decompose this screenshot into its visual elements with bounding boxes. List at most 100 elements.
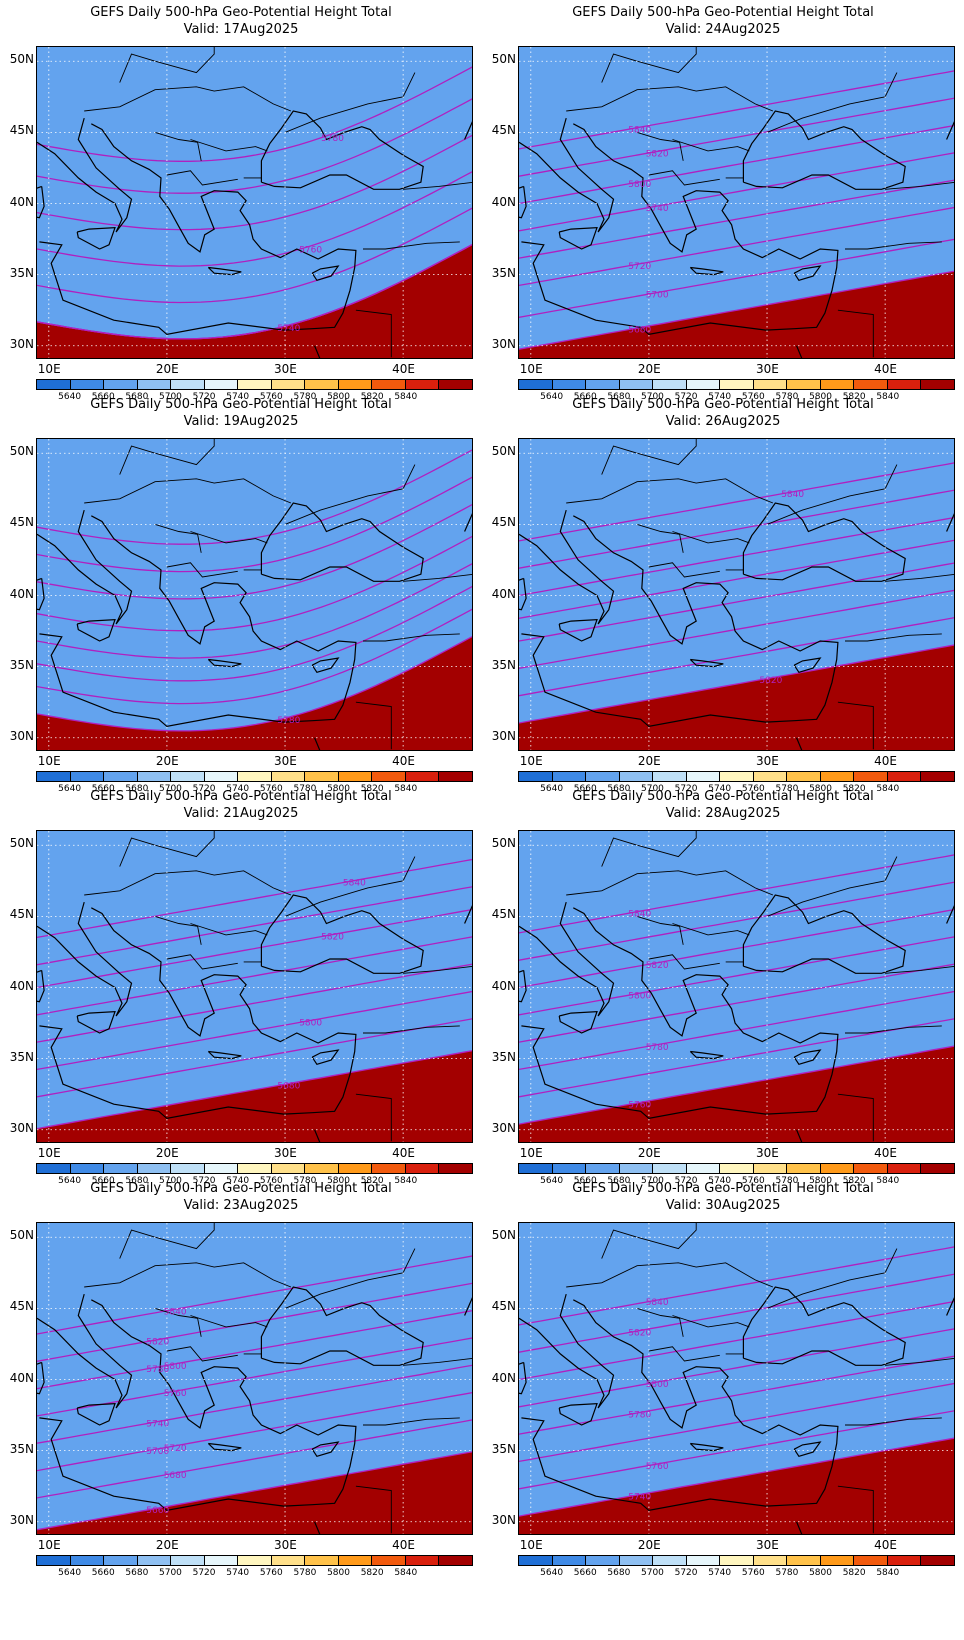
height-map: 5820 5840 — [518, 438, 955, 751]
country-border — [845, 633, 942, 642]
coastline — [558, 619, 598, 642]
coastline — [311, 265, 340, 282]
contour-labels: 5680 5800 5820 5840 — [277, 879, 366, 1092]
contour-line — [37, 1018, 472, 1098]
colorbar-label: 5840 — [394, 392, 418, 402]
panel-title: GEFS Daily 500-hPa Geo-Potential Height … — [572, 5, 874, 20]
contour-label: 5720 — [164, 1444, 187, 1454]
contour-line — [519, 589, 954, 669]
country-border — [672, 1315, 750, 1328]
lon-tick-label: 10E — [37, 1146, 61, 1160]
coastlines — [37, 439, 472, 750]
colorbar-label: 5760 — [741, 1176, 765, 1186]
contour-label: 5820 — [759, 676, 782, 686]
lat-tick-label: 50N — [9, 1228, 34, 1243]
lat-tick-label: 40N — [491, 1370, 516, 1385]
colorbar-swatch — [519, 772, 553, 781]
coastline — [76, 619, 116, 642]
coastline — [39, 123, 357, 336]
colorbar-label: 5720 — [192, 1176, 216, 1186]
coastline — [946, 1297, 954, 1316]
lon-tick-label: 30E — [756, 754, 779, 768]
lat-tick-label: 30N — [491, 728, 516, 743]
contour-line — [519, 1410, 954, 1490]
contour-line — [519, 1018, 954, 1098]
coastline — [314, 345, 321, 358]
colorbar-swatch — [686, 1556, 721, 1565]
coastline — [521, 515, 839, 728]
map-panel: GEFS Daily 500-hPa Geo-Potential Height … — [482, 1176, 964, 1586]
height-band — [37, 47, 472, 339]
colorbar-label: 5720 — [674, 392, 698, 402]
country-border — [636, 915, 684, 945]
lat-tick-label: 35N — [491, 265, 516, 280]
lat-tick-label: 35N — [491, 657, 516, 672]
colorbar-swatch — [37, 1164, 71, 1173]
lat-tick-label: 30N — [9, 1512, 34, 1527]
colorbar-swatch — [439, 380, 472, 389]
contour-line — [37, 635, 472, 732]
country-border — [601, 831, 697, 867]
colorbar-swatch — [338, 1556, 373, 1565]
lon-tick-label: 40E — [874, 754, 897, 768]
coastline — [689, 1442, 724, 1452]
contour-line — [37, 1364, 472, 1444]
colorbar-swatch — [104, 772, 138, 781]
coastline — [558, 227, 598, 250]
colorbar-swatch — [586, 380, 620, 389]
coastline — [207, 1442, 242, 1452]
coastline — [689, 658, 724, 668]
country-border — [837, 701, 874, 750]
colorbar-swatch — [686, 772, 721, 781]
coastline — [76, 1403, 116, 1426]
lat-tick-label: 50N — [491, 836, 516, 851]
coastline — [558, 1403, 598, 1426]
contour-label: 5840 — [781, 490, 804, 500]
coastlines — [519, 47, 954, 358]
lon-tick-label: 20E — [155, 1538, 179, 1552]
contour-line — [519, 617, 954, 697]
colorbar-swatch — [887, 1556, 922, 1565]
colorbar-swatch — [753, 1164, 788, 1173]
colorbar-label: 5680 — [607, 1568, 631, 1578]
lon-tick-label: 30E — [756, 362, 779, 376]
colorbar-label: 5820 — [360, 784, 384, 794]
contour-lines — [519, 462, 954, 724]
lon-tick-label: 20E — [155, 362, 179, 376]
country-border — [766, 72, 898, 133]
colorbar-label: 5840 — [394, 1568, 418, 1578]
contour-line — [37, 503, 472, 600]
country-border — [355, 1485, 392, 1534]
height-bands — [37, 831, 472, 1129]
colorbar-label: 5680 — [125, 392, 149, 402]
contour-line — [519, 270, 954, 350]
colorbar-swatch — [619, 1164, 654, 1173]
lat-tick-label: 40N — [491, 194, 516, 209]
country-border — [672, 139, 750, 152]
contour-label: 5840 — [628, 909, 651, 919]
colorbar-swatch — [238, 772, 272, 781]
contour-label: 5820 — [646, 961, 669, 971]
colorbar-swatch — [720, 380, 754, 389]
height-band — [519, 831, 954, 1125]
coastline — [519, 117, 615, 233]
contour-label: 5800 — [646, 1380, 669, 1390]
lon-tick-label: 10E — [37, 362, 61, 376]
height-map-svg: 5820 5840 — [519, 439, 954, 750]
country-border — [636, 131, 684, 161]
coastline — [946, 905, 954, 924]
colorbar-label: 5780 — [775, 784, 799, 794]
height-map-svg: 5740 5760 5780 — [37, 47, 472, 358]
coastline — [796, 737, 803, 750]
colorbar-label: 5780 — [775, 392, 799, 402]
colorbar-label: 5660 — [91, 784, 115, 794]
colorbar-swatch — [70, 380, 105, 389]
country-border — [566, 86, 774, 112]
lon-tick-label: 10E — [519, 754, 543, 768]
country-border — [84, 1262, 292, 1288]
colorbar-swatch — [439, 772, 472, 781]
colorbar-label: 5780 — [293, 392, 317, 402]
colorbar-swatch — [37, 1556, 71, 1565]
contour-line — [37, 98, 472, 194]
colorbar-swatch — [720, 772, 754, 781]
